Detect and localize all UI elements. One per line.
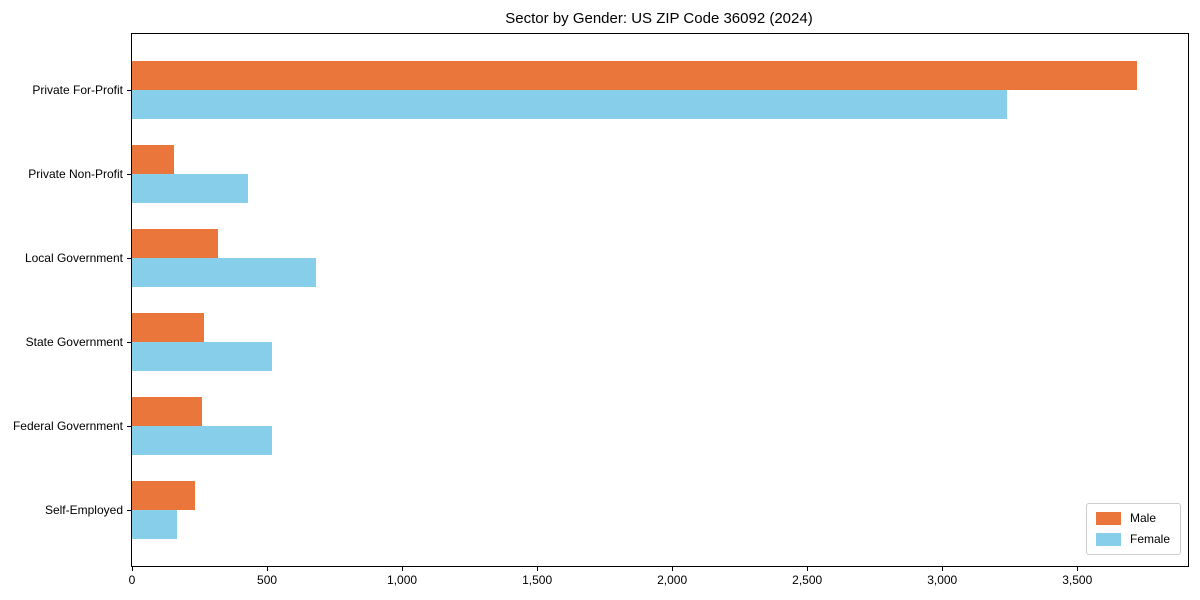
- y-tick-label: Private Non-Profit: [28, 167, 123, 181]
- y-tick-label: Local Government: [24, 251, 123, 265]
- x-tick-mark: [941, 567, 943, 571]
- x-tick-label: 1,500: [522, 573, 553, 587]
- bar-female-local-government: [132, 258, 316, 288]
- bar-female-state-government: [132, 342, 273, 372]
- legend-item-female: Female: [1095, 532, 1170, 546]
- bar-female-self-employed: [132, 510, 177, 540]
- y-tick-mark: [127, 509, 131, 511]
- x-tick-label: 3,000: [927, 573, 958, 587]
- bar-male-private-for-profit: [132, 60, 1137, 90]
- bar-male-federal-government: [132, 396, 203, 426]
- bar-male-state-government: [132, 312, 204, 342]
- y-tick-mark: [127, 257, 131, 259]
- x-tick-mark: [806, 567, 808, 571]
- legend-swatch-female: [1095, 532, 1121, 546]
- legend: Male Female: [1085, 503, 1181, 555]
- x-tick-label: 2,500: [792, 573, 823, 587]
- x-tick-mark: [131, 567, 133, 571]
- y-tick-mark: [127, 425, 131, 427]
- legend-swatch-male: [1095, 511, 1121, 525]
- x-tick-mark: [671, 567, 673, 571]
- x-tick-label: 2,000: [657, 573, 688, 587]
- bar-male-self-employed: [132, 480, 196, 510]
- y-tick-label: Self-Employed: [44, 503, 123, 517]
- bar-female-private-non-profit: [132, 174, 249, 204]
- bar-female-private-for-profit: [132, 90, 1008, 120]
- chart-title: Sector by Gender: US ZIP Code 36092 (202…: [505, 10, 813, 27]
- bar-male-private-non-profit: [132, 144, 174, 174]
- y-tick-label: State Government: [25, 335, 123, 349]
- x-tick-label: 0: [128, 573, 136, 587]
- y-tick-label: Private For-Profit: [32, 83, 123, 97]
- y-tick-label: Federal Government: [12, 419, 123, 433]
- plot-area: Male Female Private For-Profit Private No…: [13, 33, 1189, 587]
- legend-label-male: Male: [1129, 511, 1156, 525]
- x-tick-label: 1,000: [387, 573, 418, 587]
- x-tick-mark: [1076, 567, 1078, 571]
- x-tick-label: 500: [257, 573, 278, 587]
- y-tick-mark: [127, 173, 131, 175]
- legend-label-female: Female: [1129, 532, 1170, 546]
- y-tick-mark: [127, 89, 131, 91]
- bar-male-local-government: [132, 228, 219, 258]
- legend-item-male: Male: [1095, 511, 1170, 525]
- x-tick-mark: [266, 567, 268, 571]
- x-tick-label: 3,500: [1062, 573, 1093, 587]
- x-tick-mark: [536, 567, 538, 571]
- y-tick-mark: [127, 341, 131, 343]
- bar-female-federal-government: [132, 426, 273, 456]
- x-tick-mark: [401, 567, 403, 571]
